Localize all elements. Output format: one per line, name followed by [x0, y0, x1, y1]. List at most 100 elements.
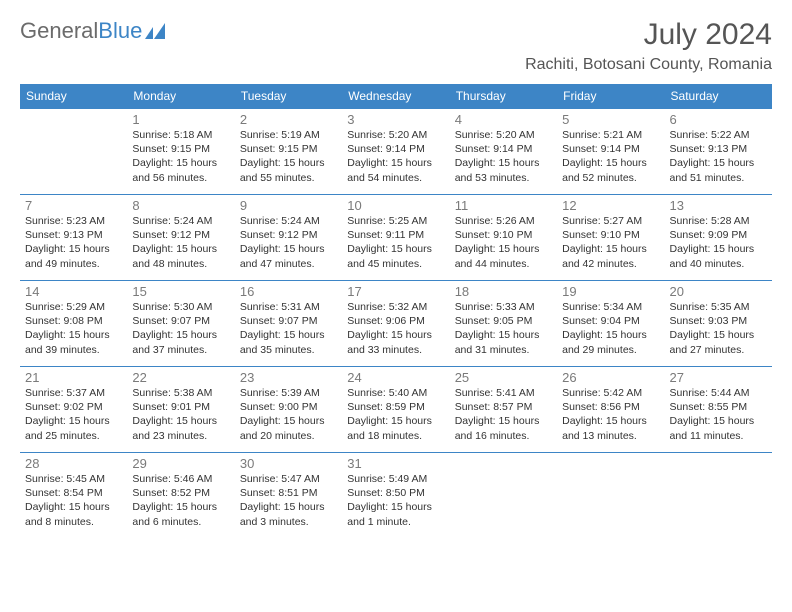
calendar-cell: 7Sunrise: 5:23 AMSunset: 9:13 PMDaylight…	[20, 195, 127, 281]
calendar-week-row: 28Sunrise: 5:45 AMSunset: 8:54 PMDayligh…	[20, 453, 772, 539]
day-number: 16	[240, 284, 337, 299]
day-number: 18	[455, 284, 552, 299]
calendar-cell: 15Sunrise: 5:30 AMSunset: 9:07 PMDayligh…	[127, 281, 234, 367]
calendar-cell: 8Sunrise: 5:24 AMSunset: 9:12 PMDaylight…	[127, 195, 234, 281]
calendar-cell	[450, 453, 557, 539]
calendar-cell: 5Sunrise: 5:21 AMSunset: 9:14 PMDaylight…	[557, 109, 664, 195]
day-number: 30	[240, 456, 337, 471]
day-info: Sunrise: 5:19 AMSunset: 9:15 PMDaylight:…	[240, 128, 337, 185]
day-info: Sunrise: 5:40 AMSunset: 8:59 PMDaylight:…	[347, 386, 444, 443]
day-info: Sunrise: 5:32 AMSunset: 9:06 PMDaylight:…	[347, 300, 444, 357]
weekday-header: Monday	[127, 84, 234, 109]
logo-text-gray: General	[20, 18, 98, 44]
day-info: Sunrise: 5:28 AMSunset: 9:09 PMDaylight:…	[670, 214, 767, 271]
day-info: Sunrise: 5:39 AMSunset: 9:00 PMDaylight:…	[240, 386, 337, 443]
day-number: 29	[132, 456, 229, 471]
day-number: 10	[347, 198, 444, 213]
calendar-cell: 16Sunrise: 5:31 AMSunset: 9:07 PMDayligh…	[235, 281, 342, 367]
day-info: Sunrise: 5:34 AMSunset: 9:04 PMDaylight:…	[562, 300, 659, 357]
logo: GeneralBlue	[20, 18, 167, 44]
day-info: Sunrise: 5:41 AMSunset: 8:57 PMDaylight:…	[455, 386, 552, 443]
calendar-cell: 14Sunrise: 5:29 AMSunset: 9:08 PMDayligh…	[20, 281, 127, 367]
calendar-cell	[20, 109, 127, 195]
day-number: 13	[670, 198, 767, 213]
day-info: Sunrise: 5:25 AMSunset: 9:11 PMDaylight:…	[347, 214, 444, 271]
day-number: 31	[347, 456, 444, 471]
day-info: Sunrise: 5:24 AMSunset: 9:12 PMDaylight:…	[132, 214, 229, 271]
weekday-header: Thursday	[450, 84, 557, 109]
calendar-body: 1Sunrise: 5:18 AMSunset: 9:15 PMDaylight…	[20, 109, 772, 539]
day-number: 25	[455, 370, 552, 385]
day-number: 22	[132, 370, 229, 385]
day-number: 26	[562, 370, 659, 385]
calendar-cell: 13Sunrise: 5:28 AMSunset: 9:09 PMDayligh…	[665, 195, 772, 281]
day-info: Sunrise: 5:45 AMSunset: 8:54 PMDaylight:…	[25, 472, 122, 529]
calendar-cell: 29Sunrise: 5:46 AMSunset: 8:52 PMDayligh…	[127, 453, 234, 539]
day-info: Sunrise: 5:35 AMSunset: 9:03 PMDaylight:…	[670, 300, 767, 357]
day-info: Sunrise: 5:47 AMSunset: 8:51 PMDaylight:…	[240, 472, 337, 529]
weekday-header: Tuesday	[235, 84, 342, 109]
calendar-week-row: 1Sunrise: 5:18 AMSunset: 9:15 PMDaylight…	[20, 109, 772, 195]
day-number: 3	[347, 112, 444, 127]
calendar-cell: 12Sunrise: 5:27 AMSunset: 9:10 PMDayligh…	[557, 195, 664, 281]
day-info: Sunrise: 5:44 AMSunset: 8:55 PMDaylight:…	[670, 386, 767, 443]
day-info: Sunrise: 5:49 AMSunset: 8:50 PMDaylight:…	[347, 472, 444, 529]
calendar-cell: 17Sunrise: 5:32 AMSunset: 9:06 PMDayligh…	[342, 281, 449, 367]
calendar-cell: 26Sunrise: 5:42 AMSunset: 8:56 PMDayligh…	[557, 367, 664, 453]
day-info: Sunrise: 5:23 AMSunset: 9:13 PMDaylight:…	[25, 214, 122, 271]
day-info: Sunrise: 5:26 AMSunset: 9:10 PMDaylight:…	[455, 214, 552, 271]
day-number: 17	[347, 284, 444, 299]
day-info: Sunrise: 5:22 AMSunset: 9:13 PMDaylight:…	[670, 128, 767, 185]
day-info: Sunrise: 5:37 AMSunset: 9:02 PMDaylight:…	[25, 386, 122, 443]
title-area: July 2024 Rachiti, Botosani County, Roma…	[525, 18, 772, 74]
calendar-cell	[557, 453, 664, 539]
day-info: Sunrise: 5:38 AMSunset: 9:01 PMDaylight:…	[132, 386, 229, 443]
weekday-header: Sunday	[20, 84, 127, 109]
day-info: Sunrise: 5:46 AMSunset: 8:52 PMDaylight:…	[132, 472, 229, 529]
day-info: Sunrise: 5:29 AMSunset: 9:08 PMDaylight:…	[25, 300, 122, 357]
logo-flag-icon	[145, 23, 167, 39]
calendar-cell: 28Sunrise: 5:45 AMSunset: 8:54 PMDayligh…	[20, 453, 127, 539]
day-number: 5	[562, 112, 659, 127]
day-info: Sunrise: 5:21 AMSunset: 9:14 PMDaylight:…	[562, 128, 659, 185]
day-number: 19	[562, 284, 659, 299]
day-info: Sunrise: 5:33 AMSunset: 9:05 PMDaylight:…	[455, 300, 552, 357]
calendar-cell: 6Sunrise: 5:22 AMSunset: 9:13 PMDaylight…	[665, 109, 772, 195]
day-info: Sunrise: 5:20 AMSunset: 9:14 PMDaylight:…	[455, 128, 552, 185]
day-number: 28	[25, 456, 122, 471]
day-number: 1	[132, 112, 229, 127]
day-number: 15	[132, 284, 229, 299]
day-number: 2	[240, 112, 337, 127]
weekday-header-row: SundayMondayTuesdayWednesdayThursdayFrid…	[20, 84, 772, 109]
logo-text-blue: Blue	[98, 18, 142, 44]
day-number: 14	[25, 284, 122, 299]
day-info: Sunrise: 5:20 AMSunset: 9:14 PMDaylight:…	[347, 128, 444, 185]
calendar-cell: 23Sunrise: 5:39 AMSunset: 9:00 PMDayligh…	[235, 367, 342, 453]
day-number: 7	[25, 198, 122, 213]
day-info: Sunrise: 5:30 AMSunset: 9:07 PMDaylight:…	[132, 300, 229, 357]
calendar-cell: 20Sunrise: 5:35 AMSunset: 9:03 PMDayligh…	[665, 281, 772, 367]
calendar-week-row: 14Sunrise: 5:29 AMSunset: 9:08 PMDayligh…	[20, 281, 772, 367]
calendar-cell: 4Sunrise: 5:20 AMSunset: 9:14 PMDaylight…	[450, 109, 557, 195]
day-number: 8	[132, 198, 229, 213]
calendar-cell: 25Sunrise: 5:41 AMSunset: 8:57 PMDayligh…	[450, 367, 557, 453]
calendar-cell: 21Sunrise: 5:37 AMSunset: 9:02 PMDayligh…	[20, 367, 127, 453]
day-number: 11	[455, 198, 552, 213]
calendar-cell	[665, 453, 772, 539]
location-text: Rachiti, Botosani County, Romania	[525, 56, 772, 74]
calendar-cell: 30Sunrise: 5:47 AMSunset: 8:51 PMDayligh…	[235, 453, 342, 539]
calendar-table: SundayMondayTuesdayWednesdayThursdayFrid…	[20, 84, 772, 539]
day-number: 9	[240, 198, 337, 213]
calendar-cell: 1Sunrise: 5:18 AMSunset: 9:15 PMDaylight…	[127, 109, 234, 195]
day-info: Sunrise: 5:27 AMSunset: 9:10 PMDaylight:…	[562, 214, 659, 271]
calendar-cell: 2Sunrise: 5:19 AMSunset: 9:15 PMDaylight…	[235, 109, 342, 195]
day-info: Sunrise: 5:24 AMSunset: 9:12 PMDaylight:…	[240, 214, 337, 271]
day-number: 20	[670, 284, 767, 299]
month-title: July 2024	[525, 18, 772, 52]
calendar-week-row: 7Sunrise: 5:23 AMSunset: 9:13 PMDaylight…	[20, 195, 772, 281]
day-number: 23	[240, 370, 337, 385]
calendar-cell: 19Sunrise: 5:34 AMSunset: 9:04 PMDayligh…	[557, 281, 664, 367]
weekday-header: Friday	[557, 84, 664, 109]
day-number: 4	[455, 112, 552, 127]
day-info: Sunrise: 5:42 AMSunset: 8:56 PMDaylight:…	[562, 386, 659, 443]
